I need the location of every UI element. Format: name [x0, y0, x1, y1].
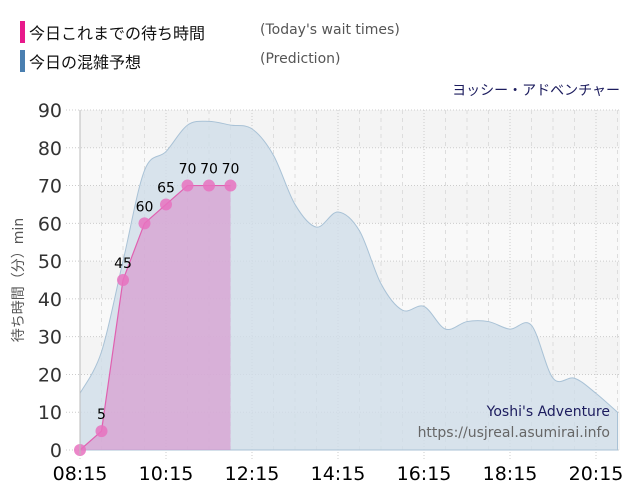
- y-tick-label: 60: [38, 213, 62, 235]
- x-tick-label: 08:15: [53, 463, 108, 485]
- data-label: 65: [157, 180, 175, 196]
- legend-item-today: 今日これまでの待ち時間: [20, 20, 205, 44]
- legend-label-today: 今日これまでの待ち時間: [29, 24, 206, 43]
- data-point: [160, 198, 172, 211]
- actual-area: [80, 185, 231, 451]
- legend-swatch-prediction: [20, 50, 25, 72]
- x-tick-label: 10:15: [139, 463, 194, 485]
- legend-sub-prediction: (Prediction): [260, 51, 341, 67]
- legend-item-prediction: 今日の混雑予想: [20, 49, 141, 73]
- data-point: [117, 274, 129, 286]
- y-tick-label: 70: [38, 176, 62, 198]
- grid-band: [80, 110, 620, 148]
- y-axis-ticks: 0 10 20 30 40 50 60 70 80 90: [38, 100, 62, 462]
- x-tick-label: 14:15: [311, 463, 366, 485]
- watermark-url: https://usjreal.asumirai.info: [418, 425, 610, 441]
- data-label: 70: [179, 162, 197, 178]
- x-tick-label: 16:15: [397, 463, 452, 485]
- data-point: [95, 425, 108, 438]
- data-point: [203, 179, 215, 192]
- attraction-title: ヨッシー・アドベンチャー: [452, 83, 620, 99]
- y-tick-label: 40: [38, 289, 62, 311]
- legend-swatch-today: [20, 21, 25, 43]
- x-tick-label: 18:15: [483, 463, 538, 485]
- data-label: 60: [136, 199, 154, 215]
- x-tick-label: 12:15: [225, 463, 280, 485]
- y-tick-label: 30: [38, 327, 62, 349]
- data-label: 70: [200, 162, 218, 178]
- data-point: [138, 217, 151, 230]
- data-label: 5: [97, 407, 106, 423]
- x-tick-label: 20:15: [569, 463, 624, 485]
- watermark-brand: Yoshi's Adventure: [486, 404, 610, 420]
- y-tick-label: 50: [38, 251, 62, 273]
- data-label: 70: [222, 162, 240, 178]
- y-tick-label: 10: [38, 402, 62, 424]
- y-axis-label: 待ち時間（分）min: [11, 218, 27, 342]
- y-tick-label: 80: [38, 138, 62, 160]
- legend-label-prediction: 今日の混雑予想: [29, 53, 142, 72]
- data-point: [181, 179, 194, 192]
- legend-sub-today: (Today's wait times): [260, 22, 400, 38]
- x-axis-ticks: 08:15 10:15 12:15 14:15 16:15 18:15 20:15: [53, 463, 624, 485]
- data-point: [224, 179, 237, 192]
- y-tick-label: 20: [38, 364, 62, 386]
- data-label: 45: [114, 256, 132, 272]
- y-tick-label: 0: [50, 440, 62, 462]
- y-tick-label: 90: [38, 100, 62, 122]
